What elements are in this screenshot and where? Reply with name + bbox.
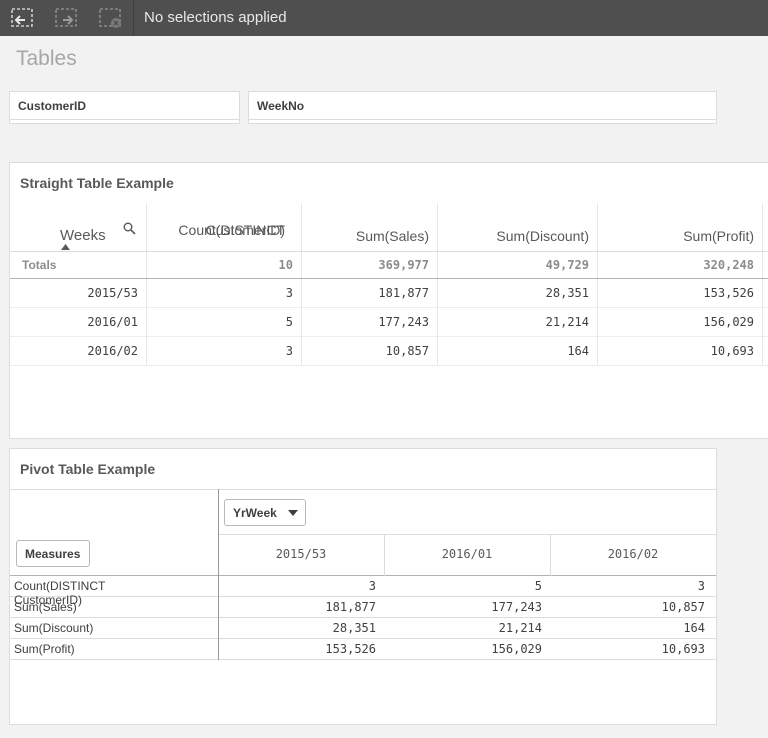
pivot-cell: 21,214 (498, 621, 542, 635)
pivot-row-label: Count(DISTINCT CustomerID) (14, 579, 106, 607)
dimension-label: YrWeek (233, 506, 277, 520)
cell-count: 3 (285, 286, 293, 300)
pivot-cell: 3 (368, 579, 376, 593)
header-line: Count(DISTINCT (178, 222, 285, 238)
pivot-cell: 181,877 (325, 600, 376, 614)
column-header-count[interactable]: Count(DISTINCT CustomerID) (147, 203, 302, 251)
filter-label: CustomerID (18, 99, 87, 113)
totals-cell: Totals (10, 252, 147, 278)
selection-back-icon (11, 8, 33, 27)
cell-sales: 10,857 (385, 344, 429, 358)
cell-profit: 153,526 (703, 286, 754, 300)
table-row[interactable]: 2016/01 5 177,243 21,214 156,029 (10, 308, 768, 337)
card-title: Pivot Table Example (20, 461, 156, 477)
selections-toolbar: No selections applied (0, 0, 768, 36)
cell-weeks[interactable]: 2016/01 (87, 315, 138, 329)
grid-line (10, 638, 716, 639)
pivot-column-header[interactable]: 2016/02 (607, 547, 659, 561)
column-dimension-chip[interactable]: YrWeek (224, 499, 306, 526)
pivot-row-label: Sum(Discount) (14, 621, 94, 635)
column-header-label: Weeks (60, 227, 106, 244)
grid-line (10, 489, 716, 490)
pivot-cell: 153,526 (325, 642, 376, 656)
pivot-cell: 3 (697, 579, 705, 593)
clear-selections-icon (99, 8, 121, 28)
grid-line (10, 659, 716, 660)
cell-profit: 10,693 (710, 344, 754, 358)
column-header-label: Sum(Profit) (683, 228, 754, 244)
dimension-label: Measures (25, 547, 81, 561)
clear-selections-button[interactable] (88, 0, 126, 36)
totals-cell: 10 (147, 252, 302, 278)
column-header-profit[interactable]: Sum(Profit) (598, 203, 763, 251)
straight-table-card: Straight Table Example Weeks Count(DISTI… (9, 162, 768, 439)
grid-line (218, 489, 219, 660)
cell-discount: 21,214 (545, 315, 589, 329)
pivot-cell: 10,857 (661, 600, 705, 614)
totals-value: 320,248 (703, 258, 754, 272)
filter-pane-weekno[interactable]: WeekNo (248, 91, 717, 124)
pivot-cell: 10,693 (661, 642, 705, 656)
totals-cell: 320,248 (598, 252, 763, 278)
totals-row: Totals 10 369,977 49,729 320,248 (10, 252, 768, 279)
pivot-column-header[interactable]: 2016/01 (441, 547, 493, 561)
selections-status: No selections applied (144, 9, 287, 26)
grid-line (218, 534, 716, 535)
table-row[interactable]: 2015/53 3 181,877 28,351 153,526 (10, 279, 768, 308)
selection-forward-button[interactable] (44, 0, 82, 36)
grid-line (10, 596, 716, 597)
toolbar-divider (133, 0, 134, 36)
row-dimension-chip[interactable]: Measures (16, 540, 90, 567)
selection-forward-icon (55, 8, 77, 27)
grid-line (10, 575, 716, 576)
cell-sales: 177,243 (378, 315, 429, 329)
sort-ascending-icon (61, 244, 70, 250)
pivot-cell: 164 (683, 621, 705, 635)
column-header-weeks[interactable]: Weeks (10, 203, 147, 251)
search-icon[interactable] (123, 222, 136, 235)
column-header-sales[interactable]: Sum(Sales) (302, 203, 438, 251)
totals-value: 49,729 (545, 258, 589, 272)
cell-discount: 164 (567, 344, 589, 358)
pivot-table-card: Pivot Table Example YrWeek Measures 2015… (9, 448, 717, 725)
grid-line (550, 534, 551, 576)
filter-pane-customerid[interactable]: CustomerID (9, 91, 240, 124)
cell-weeks[interactable]: 2016/02 (87, 344, 138, 358)
table-row[interactable]: 2016/02 3 10,857 164 10,693 (10, 337, 768, 366)
header-line: CustomerID) (205, 222, 285, 238)
cell-profit: 156,029 (703, 315, 754, 329)
filter-label: WeekNo (257, 99, 305, 113)
pivot-cell: 177,243 (491, 600, 542, 614)
cell-count: 5 (285, 315, 293, 329)
caret-down-icon (288, 510, 298, 516)
pivot-cell: 5 (534, 579, 542, 593)
pivot-row-label: Sum(Sales) (14, 600, 77, 614)
cell-weeks[interactable]: 2015/53 (87, 286, 138, 300)
totals-cell: 369,977 (302, 252, 438, 278)
totals-value: 369,977 (378, 258, 429, 272)
pivot-cell: 156,029 (491, 642, 542, 656)
totals-value: 10 (278, 258, 293, 272)
pivot-row-label: Sum(Profit) (14, 642, 75, 656)
cell-count: 3 (285, 344, 293, 358)
table-header-row: Weeks Count(DISTINCT CustomerID) Sum(Sale… (10, 203, 768, 252)
column-header-label: Sum(Sales) (355, 228, 429, 244)
totals-label: Totals (22, 258, 57, 272)
cell-discount: 28,351 (545, 286, 589, 300)
totals-cell: 49,729 (438, 252, 598, 278)
sheet-title: Tables (16, 47, 77, 70)
grid-line (10, 617, 716, 618)
pivot-column-header[interactable]: 2015/53 (275, 547, 327, 561)
grid-line (384, 534, 385, 576)
selection-back-button[interactable] (0, 0, 38, 36)
column-header-discount[interactable]: Sum(Discount) (438, 203, 598, 251)
column-header-label: Sum(Discount) (496, 228, 589, 244)
cell-sales: 181,877 (378, 286, 429, 300)
card-title: Straight Table Example (20, 175, 174, 191)
pivot-cell: 28,351 (332, 621, 376, 635)
